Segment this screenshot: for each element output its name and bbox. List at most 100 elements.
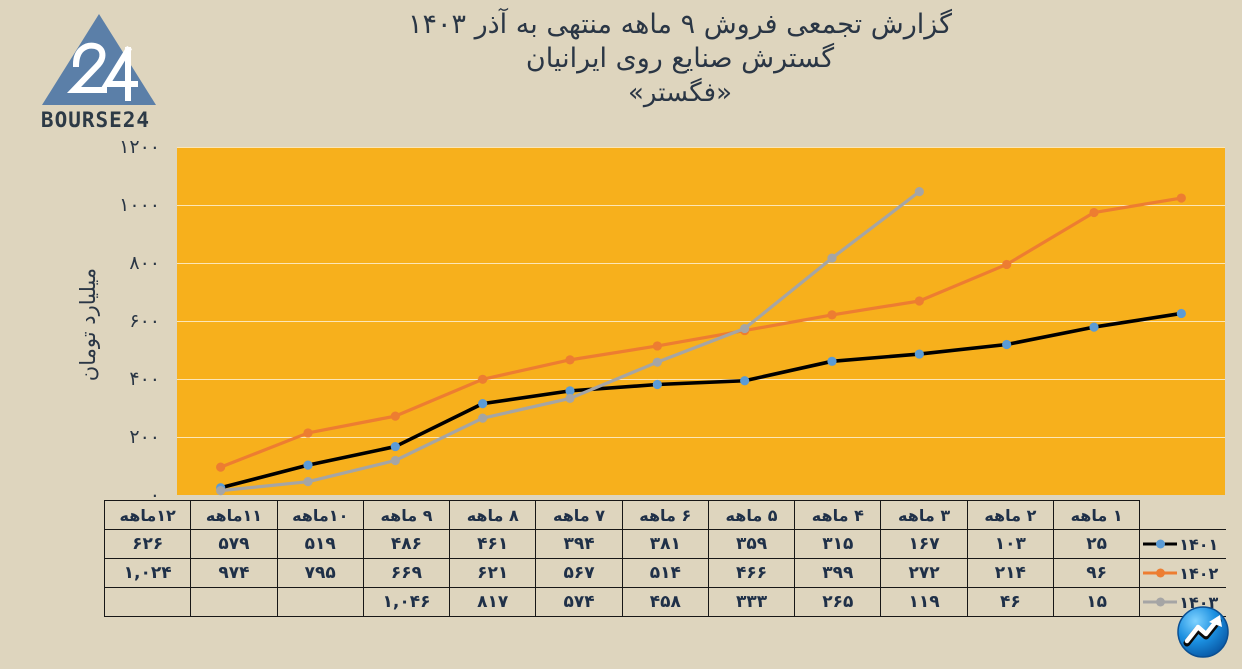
data-table-wrapper: ۱ ماهه ۲ ماهه ۳ ماهه ۴ ماهه ۵ ماهه ۶ ماهه ۷ ما… — [103, 500, 1227, 617]
table-cell-value: ۸۱۷ — [449, 587, 537, 617]
table-cell-value: ۵۱۴ — [621, 558, 709, 588]
data-point-marker — [914, 187, 924, 197]
y-axis-tick-label: ۶۰۰ — [129, 310, 160, 332]
table-cell-value: ۴۶۱ — [449, 529, 537, 559]
table-row: ۱۴۰۲ ۹۶ ۲۱۴ ۲۷۲ ۳۹۹ ۴۶۶ ۵۱۴ ۵۶۷ ۶۲۱ ۶۶۹ ۷۹۵ ۹۷۴ ۱,۰۲… — [103, 558, 1226, 588]
table-cell-value: ۳۹۹ — [794, 558, 882, 588]
data-point-marker — [303, 428, 313, 438]
data-point-marker — [390, 441, 400, 452]
table-cell-value: ۶۲۱ — [449, 558, 537, 588]
data-point-marker — [478, 374, 488, 384]
gridline — [177, 205, 1225, 206]
title-line-1: گزارش تجمعی فروش ۹ ماهه منتهی به آذر ۱۴۰… — [408, 9, 952, 40]
series-line-۱۴۰۱ — [218, 311, 1184, 490]
data-point-marker — [914, 296, 924, 306]
data-point-marker — [740, 323, 750, 334]
data-point-marker — [1002, 339, 1012, 350]
table-column-header: ۹ ماهه — [362, 500, 451, 530]
table-cell-value: ۵۶۷ — [535, 558, 623, 588]
title-line-2: گسترش صنایع روی ایرانیان — [525, 43, 835, 74]
legend-series-label: ۱۴۰۱ — [1179, 534, 1219, 554]
data-point-marker — [216, 462, 226, 472]
legend-swatch: ۱۴۰۲ — [1140, 564, 1226, 583]
series-line-۱۴۰۳ — [219, 190, 921, 493]
page-title: گزارش تجمعی فروش ۹ ماهه منتهی به آذر ۱۴۰… — [200, 8, 1160, 110]
data-point-marker — [652, 357, 662, 367]
y-axis-title-label: میلیارد تومان — [76, 268, 100, 382]
table-row: ۱۴۰۱ ۲۵ ۱۰۳ ۱۶۷ ۳۱۵ ۳۵۹ ۳۸۱ ۳۹۴ ۴۶۱ ۴۸۶ ۵۱۹ ۵۷۹ ۶۲۶ — [103, 529, 1226, 559]
table-column-header: ۳ ماهه — [880, 500, 968, 530]
bourse24-triangle-logo-icon — [40, 12, 158, 107]
table-cell-value — [190, 587, 278, 617]
legend-swatch: ۱۴۰۱ — [1140, 535, 1226, 554]
table-cell-value — [276, 587, 364, 617]
table-cell-value: ۱,۰۴۶ — [362, 587, 451, 617]
legend-line-icon — [1143, 568, 1178, 578]
data-point-marker — [1002, 259, 1012, 270]
legend-cell-۱۴۰۳[interactable]: ۱۴۰۳ — [1139, 587, 1226, 617]
legend-cell-۱۴۰۲[interactable]: ۱۴۰۲ — [1139, 558, 1226, 588]
table-cell-value: ۳۳۳ — [707, 587, 796, 617]
table-cell-value: ۳۹۴ — [535, 529, 623, 559]
gridline — [177, 321, 1225, 322]
data-point-marker — [827, 356, 837, 366]
data-point-marker — [827, 253, 837, 263]
table-cell-value: ۵۱۹ — [276, 529, 364, 559]
table-cell-value — [103, 587, 192, 617]
y-axis-title: میلیارد تومان — [70, 235, 106, 415]
table-column-header: ۵ ماهه — [707, 500, 796, 530]
table-cell-value: ۱۶۷ — [880, 529, 968, 559]
gridline — [177, 379, 1225, 380]
data-point-marker — [1089, 207, 1099, 218]
table-cell-value: ۴۵۸ — [621, 587, 709, 617]
table-cell-value: ۳۸۱ — [621, 529, 709, 559]
table-header-row: ۱ ماهه ۲ ماهه ۳ ماهه ۴ ماهه ۵ ماهه ۶ ماهه ۷ ما… — [103, 500, 1227, 530]
data-point-marker — [565, 355, 575, 365]
data-point-marker — [827, 310, 837, 320]
y-axis-tick-label: ۴۰۰ — [129, 368, 160, 390]
table-cell-value: ۷۹۵ — [276, 558, 364, 588]
plot-lines-svg — [216, 187, 1186, 496]
legend-line-icon — [1143, 539, 1178, 549]
legend-swatch: ۱۴۰۳ — [1140, 593, 1226, 612]
table-column-header: ۲ ماهه — [966, 500, 1054, 530]
table-cell-value: ۲۱۴ — [966, 558, 1054, 588]
brand-logo: BOURSE24 — [18, 12, 173, 137]
data-point-marker — [652, 379, 662, 390]
table-cell-value: ۶۶۹ — [362, 558, 451, 588]
brand-wordmark: BOURSE24 — [40, 108, 151, 132]
table-column-header: ۱۱ماهه — [190, 500, 278, 530]
table-cell-value: ۱,۰۲۴ — [103, 558, 192, 588]
plot-area — [177, 147, 1225, 496]
y-axis-tick-label: ۲۰۰ — [129, 426, 160, 448]
data-point-marker — [478, 399, 488, 409]
legend-cell-۱۴۰۱[interactable]: ۱۴۰۱ — [1139, 529, 1226, 559]
table-corner-cell — [1140, 501, 1226, 530]
table-row: ۱۴۰۳ ۱۵ ۴۶ ۱۱۹ ۲۶۵ ۳۳۳ ۴۵۸ ۵۷۴ ۸۱۷ ۱,۰۴۶ — [103, 587, 1226, 617]
table-cell-value: ۲۷۲ — [880, 558, 968, 588]
table-cell-value: ۱۱۹ — [880, 587, 968, 617]
table-body: ۱۴۰۱ ۲۵ ۱۰۳ ۱۶۷ ۳۱۵ ۳۵۹ ۳۸۱ ۳۹۴ ۴۶۱ ۴۸۶ ۵۱۹ ۵۷۹ ۶۲۶ ۱… — [103, 529, 1226, 617]
chart-arrow-badge-icon — [1176, 605, 1230, 659]
table-cell-value: ۶۲۶ — [103, 529, 192, 559]
data-point-marker — [565, 393, 575, 404]
legend-series-label: ۱۴۰۲ — [1179, 563, 1219, 583]
data-point-marker — [303, 460, 313, 470]
data-point-marker — [303, 477, 313, 487]
y-axis-tick-label: ۱۰۰۰ — [119, 194, 160, 216]
table-column-header: ۶ ماهه — [621, 500, 709, 530]
table-cell-value: ۲۶۵ — [794, 587, 882, 617]
gridline — [177, 437, 1225, 438]
table-cell-value: ۴۶۶ — [707, 558, 796, 588]
title-line-3-symbol: «فگستر» — [628, 78, 732, 108]
table-column-header: ۱۲ماهه — [103, 500, 192, 530]
table-column-header: ۱ ماهه — [1052, 500, 1141, 530]
table-cell-value: ۲۵ — [1052, 529, 1141, 559]
y-axis-ticks: ۰ ۲۰۰ ۴۰۰ ۶۰۰ ۸۰۰ ۱۰۰۰ ۱۲۰۰ — [104, 136, 168, 506]
data-point-marker — [914, 349, 924, 359]
chart-region: میلیارد تومان ۰ ۲۰۰ ۴۰۰ ۶۰۰ ۸۰۰ ۱۰۰۰ ۱۲۰۰ — [0, 136, 1242, 506]
table-cell-value: ۴۸۶ — [362, 529, 451, 559]
data-point-marker — [390, 455, 400, 466]
table-column-header: ۷ ماهه — [535, 500, 623, 530]
table-cell-value: ۵۷۹ — [190, 529, 278, 559]
